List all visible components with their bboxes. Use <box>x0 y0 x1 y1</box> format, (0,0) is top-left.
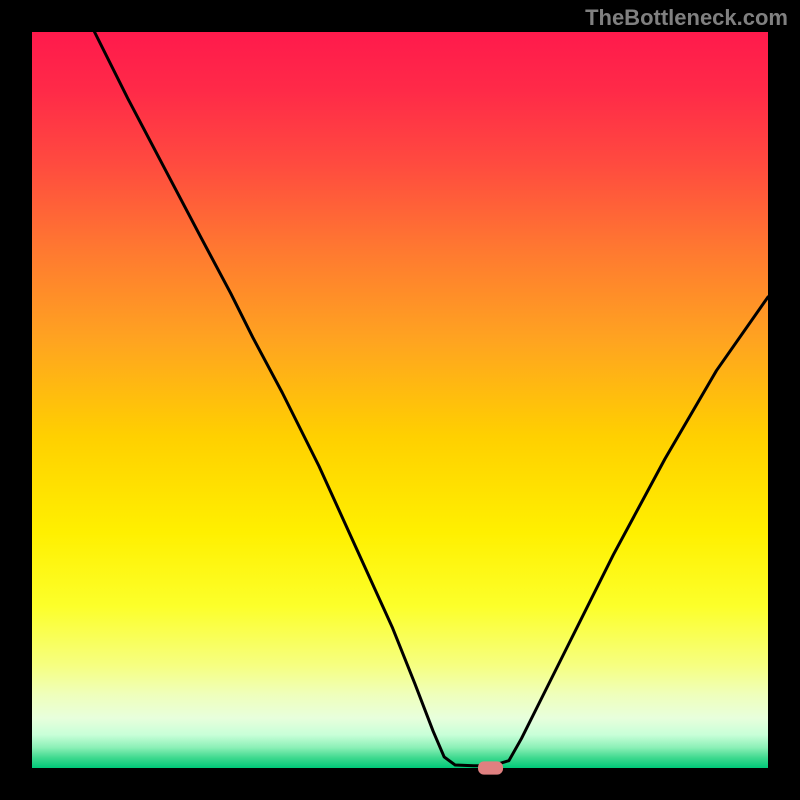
optimal-point-marker <box>478 761 503 774</box>
heat-gradient-background <box>32 32 768 768</box>
watermark-text: TheBottleneck.com <box>585 5 788 31</box>
